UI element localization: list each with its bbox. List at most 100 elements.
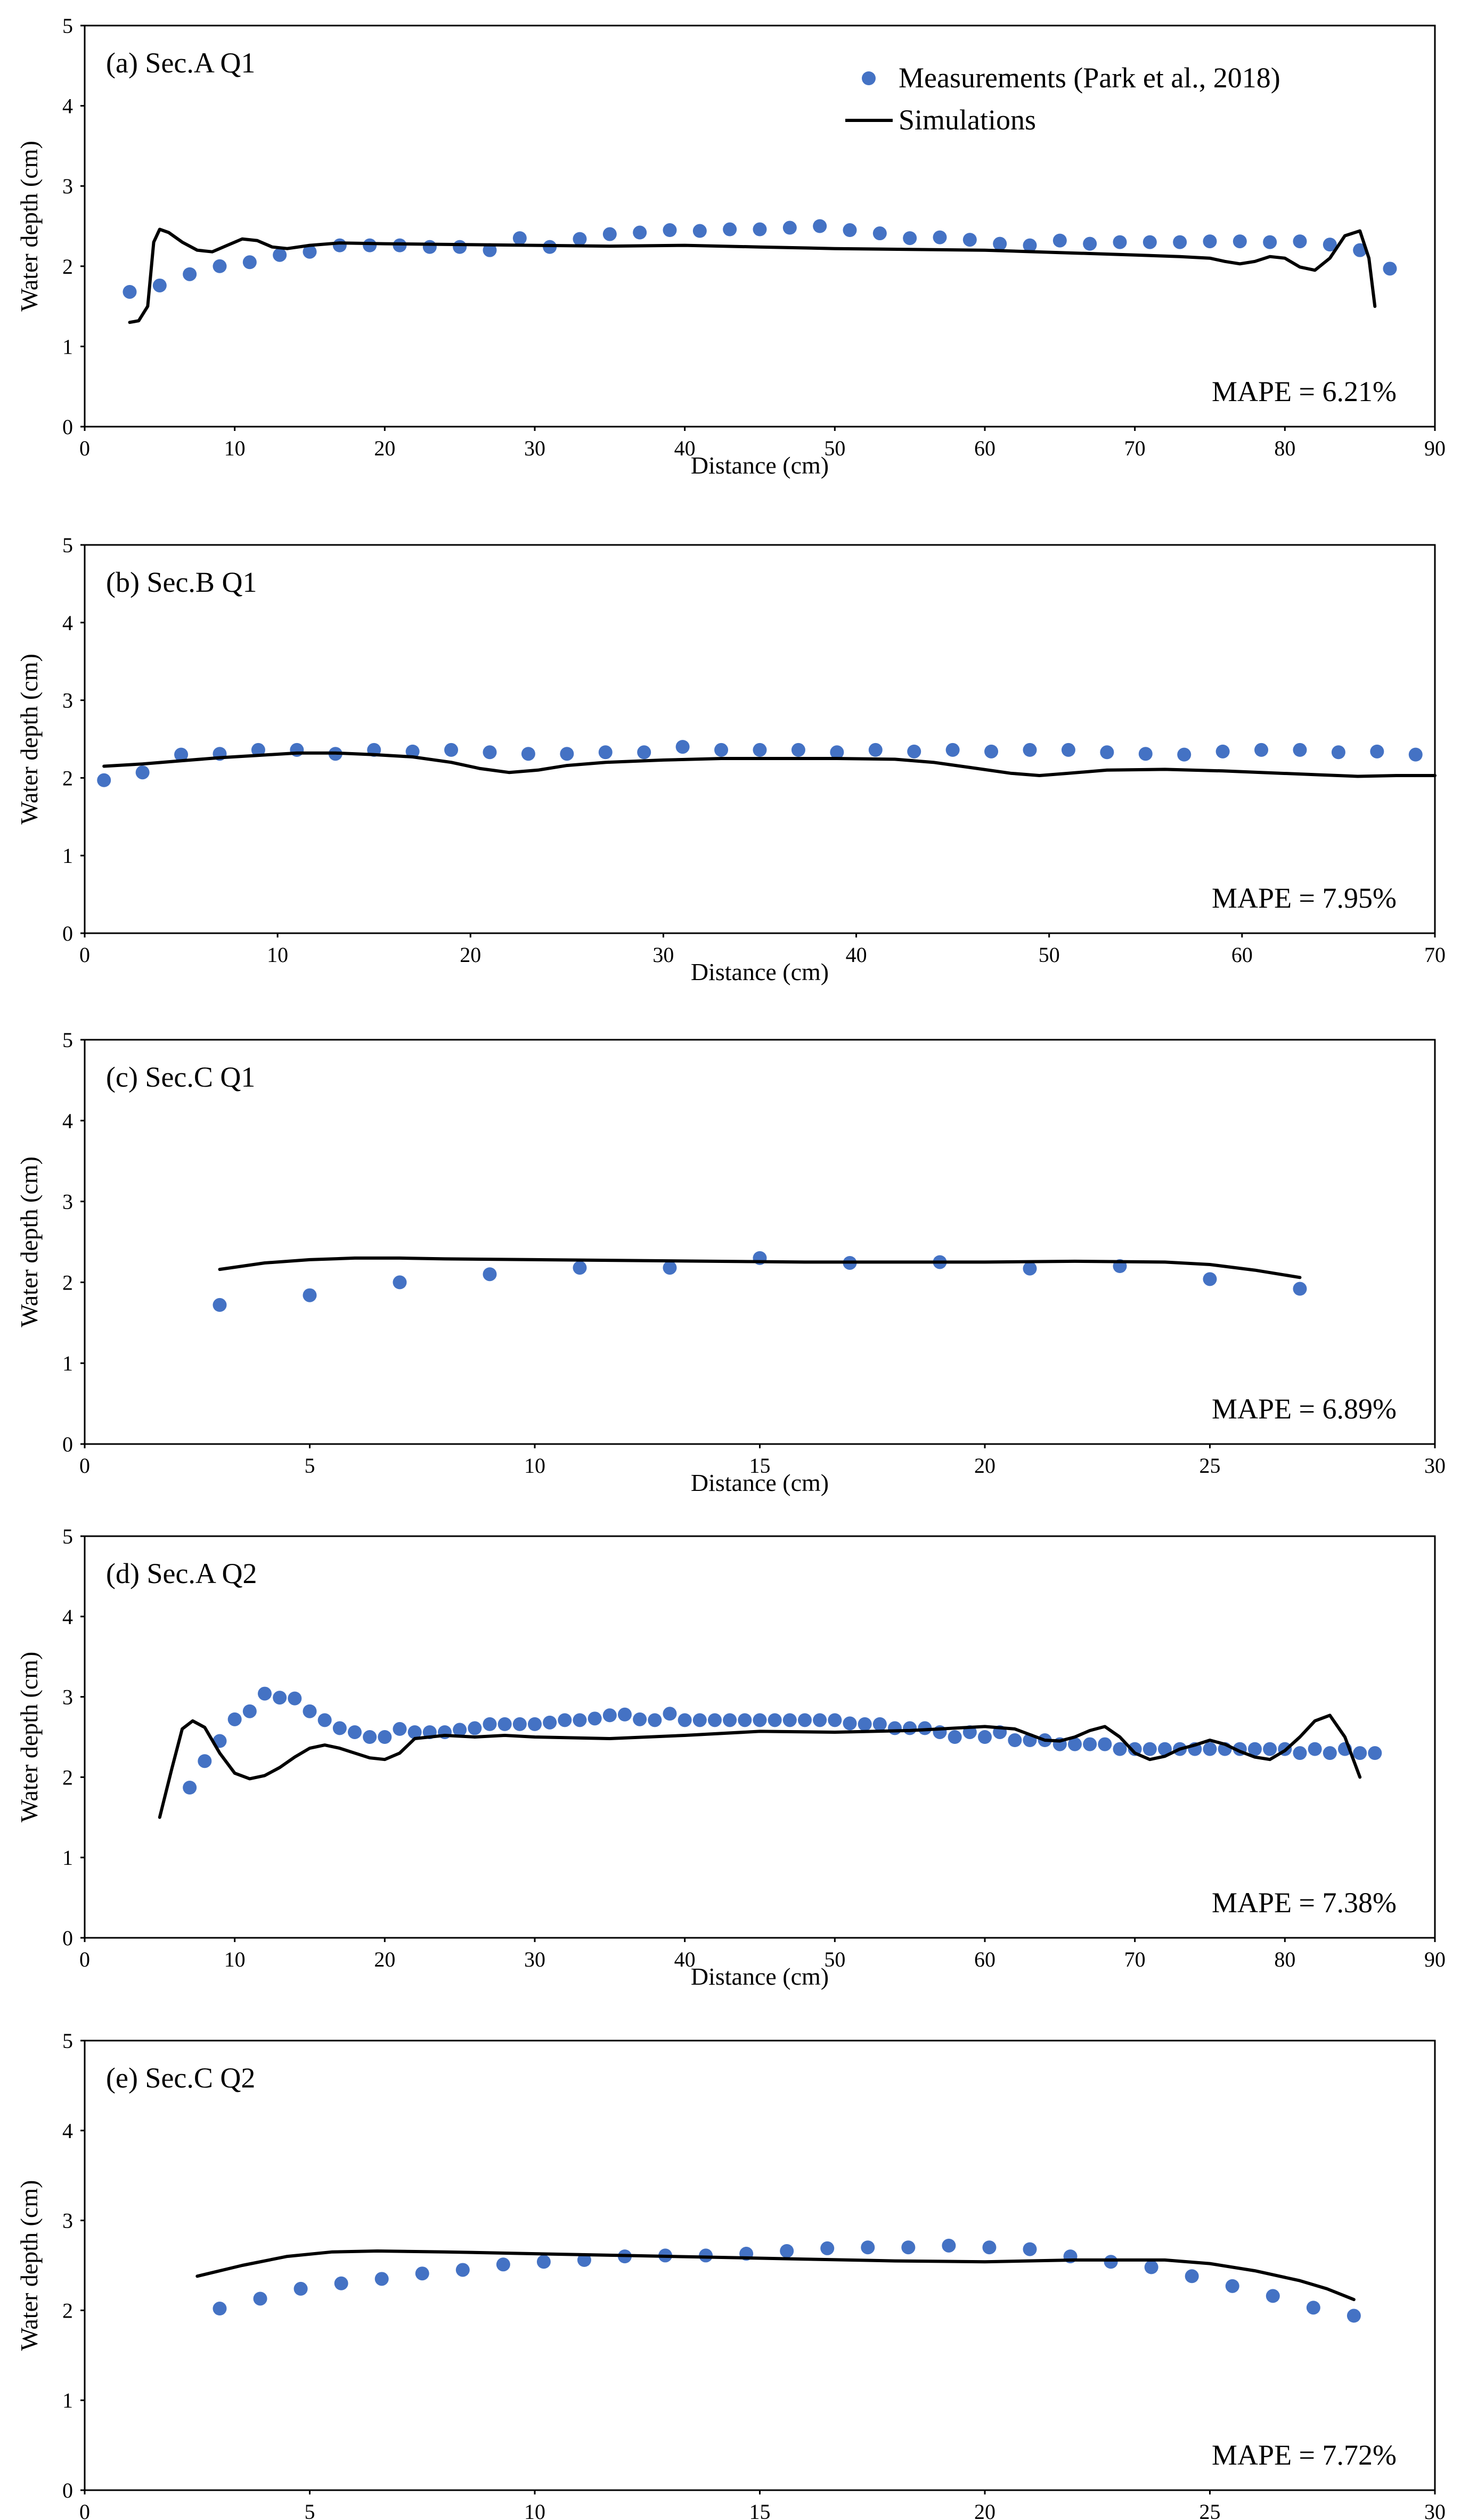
measurement-point (820, 2241, 835, 2255)
x-tick-label: 10 (224, 436, 246, 460)
measurement-point (637, 745, 651, 760)
panel-e-frame (84, 2040, 1436, 2491)
measurement-point (901, 2240, 916, 2255)
x-tick-label: 60 (1231, 943, 1253, 967)
y-tick-label: 3 (62, 689, 73, 713)
measurement-point (512, 1717, 527, 1731)
measurement-point (692, 224, 707, 238)
measurement-point (888, 1721, 902, 1735)
measurement-point (843, 1716, 857, 1731)
measurement-point (253, 2291, 267, 2306)
measurement-point (512, 231, 527, 246)
measurement-point (135, 765, 150, 780)
measurement-point (123, 284, 137, 299)
y-tick-label: 4 (62, 1109, 73, 1133)
measurement-point (288, 1691, 302, 1706)
measurement-point (317, 1713, 332, 1727)
measurement-point (782, 221, 797, 235)
y-tick-label: 3 (62, 174, 73, 198)
measurement-point (633, 225, 647, 240)
measurement-point (798, 1713, 812, 1727)
measurement-point (242, 1704, 257, 1718)
x-tick-label: 50 (1039, 943, 1060, 967)
measurement-point (1263, 235, 1277, 249)
y-tick-label: 0 (62, 415, 73, 439)
panel-a-y-ticks: 0 1 2 3 4 5 (62, 14, 85, 439)
panel-b-x-axis-label: Distance (cm) (691, 958, 829, 985)
measurement-point (948, 1730, 962, 1744)
measurement-point (573, 1261, 587, 1275)
measurement-point (982, 2240, 997, 2255)
measurement-point (1233, 234, 1247, 249)
y-tick-label: 4 (62, 94, 73, 118)
measurement-point (227, 1712, 242, 1726)
measurement-point (1254, 743, 1269, 757)
measurement-point (334, 2276, 348, 2290)
panel-e-mape: MAPE = 7.72% (1212, 2439, 1397, 2471)
panel-d-y-ticks: 0 1 2 3 4 5 (62, 1524, 85, 1950)
measurement-point (602, 227, 617, 241)
y-tick-label: 5 (62, 533, 73, 557)
measurement-point (1308, 1742, 1322, 1756)
panel-d-y-axis-label: Water depth (cm) (15, 1652, 43, 1823)
panel-e-x-axis-label: Distance (cm) (691, 2515, 829, 2520)
measurement-point (587, 1711, 602, 1726)
panel-a-title: (a) Sec.A Q1 (106, 47, 255, 79)
measurement-point (663, 1261, 677, 1275)
measurement-point (1203, 1742, 1217, 1756)
y-tick-label: 5 (62, 1524, 73, 1548)
x-tick-label: 30 (524, 1947, 545, 1971)
measurement-point (1306, 2301, 1320, 2315)
y-tick-label: 1 (62, 335, 73, 358)
x-tick-label: 10 (224, 1947, 246, 1971)
panel-b-y-axis-label: Water depth (cm) (15, 654, 43, 825)
measurement-point (633, 1712, 647, 1726)
x-tick-label: 20 (374, 1947, 395, 1971)
panel-e-y-axis-label: Water depth (cm) (15, 2180, 43, 2351)
measurement-point (1142, 235, 1157, 249)
y-tick-label: 1 (62, 1351, 73, 1375)
panel-a-y-axis-label: Water depth (cm) (15, 141, 43, 312)
measurement-point (1098, 1737, 1112, 1751)
measurement-point (560, 747, 574, 761)
measurement-point (828, 1713, 842, 1727)
measurement-point (1023, 2242, 1037, 2256)
measurement-point (363, 238, 377, 252)
measurement-point (558, 1713, 572, 1727)
x-tick-label: 0 (79, 2500, 90, 2520)
measurement-point (251, 743, 265, 757)
measurement-point (374, 2272, 389, 2286)
measurement-point (483, 243, 497, 257)
measurement-point (984, 744, 999, 759)
measurement-point (1083, 236, 1097, 251)
measurement-point (468, 1721, 482, 1735)
measurement-point (183, 267, 197, 281)
x-tick-label: 10 (524, 1454, 545, 1478)
measurement-point (303, 1704, 317, 1718)
y-tick-label: 3 (62, 2209, 73, 2233)
measurement-point (536, 2255, 551, 2269)
measurement-point (843, 223, 857, 238)
panel-a-x-axis-label: Distance (cm) (691, 452, 829, 479)
y-tick-label: 2 (62, 766, 73, 790)
measurement-point (528, 1717, 542, 1731)
panel-c-plot-area (213, 1251, 1307, 1312)
measurement-point (405, 744, 420, 759)
y-tick-label: 5 (62, 14, 73, 38)
measurement-point (152, 278, 167, 292)
measurement-point (1353, 1746, 1367, 1760)
measurement-point (1061, 743, 1075, 757)
measurement-point (1173, 235, 1187, 249)
measurement-point (1068, 1737, 1082, 1751)
measurement-point (738, 1713, 752, 1727)
measurement-point (942, 2238, 956, 2253)
x-tick-label: 0 (79, 943, 90, 967)
y-tick-label: 3 (62, 1685, 73, 1709)
measurement-point (1177, 747, 1191, 762)
panel-b-y-ticks: 0 1 2 3 4 5 (62, 533, 85, 945)
measurement-point (213, 2302, 227, 2316)
panel-a-x-ticks: 0 10 20 30 40 50 60 70 80 90 (79, 427, 1446, 460)
panel-d-x-axis-label: Distance (cm) (691, 1963, 829, 1990)
measurement-point (753, 1713, 767, 1727)
measurement-point (213, 259, 227, 273)
